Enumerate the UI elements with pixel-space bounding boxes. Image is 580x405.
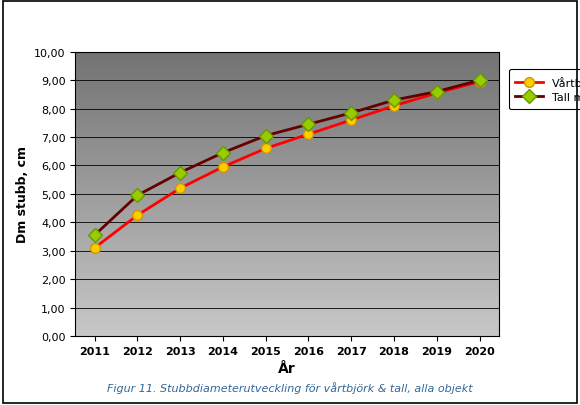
Tall medeltal — [91, 233, 98, 238]
Vårtbjörk medeltal — [219, 165, 226, 170]
Tall medeltal — [134, 193, 141, 198]
Vårtbjörk medeltal — [476, 80, 483, 85]
Vårtbjörk medeltal — [262, 147, 269, 151]
Tall medeltal — [262, 134, 269, 139]
Tall medeltal — [390, 98, 397, 103]
Vårtbjörk medeltal — [433, 91, 440, 96]
X-axis label: År: År — [278, 361, 296, 375]
Vårtbjörk medeltal — [91, 246, 98, 251]
Tall medeltal — [219, 151, 226, 156]
Line: Vårtbjörk medeltal: Vårtbjörk medeltal — [90, 78, 484, 253]
Vårtbjörk medeltal — [348, 118, 355, 123]
Y-axis label: Dm stubb, cm: Dm stubb, cm — [16, 146, 28, 243]
Vårtbjörk medeltal — [390, 104, 397, 109]
Vårtbjörk medeltal — [305, 132, 312, 137]
Tall medeltal — [476, 79, 483, 83]
Tall medeltal — [433, 90, 440, 95]
Line: Tall medeltal: Tall medeltal — [90, 76, 484, 240]
Tall medeltal — [348, 111, 355, 116]
Text: Figur 11. Stubbdiameterutveckling för vårtbjörk & tall, alla objekt: Figur 11. Stubbdiameterutveckling för vå… — [107, 381, 473, 393]
Vårtbjörk medeltal — [134, 213, 141, 218]
Tall medeltal — [305, 122, 312, 127]
Tall medeltal — [177, 171, 184, 175]
Vårtbjörk medeltal — [177, 186, 184, 191]
Legend: Vårtbjörk medeltal, Tall medeltal: Vårtbjörk medeltal, Tall medeltal — [509, 70, 580, 109]
